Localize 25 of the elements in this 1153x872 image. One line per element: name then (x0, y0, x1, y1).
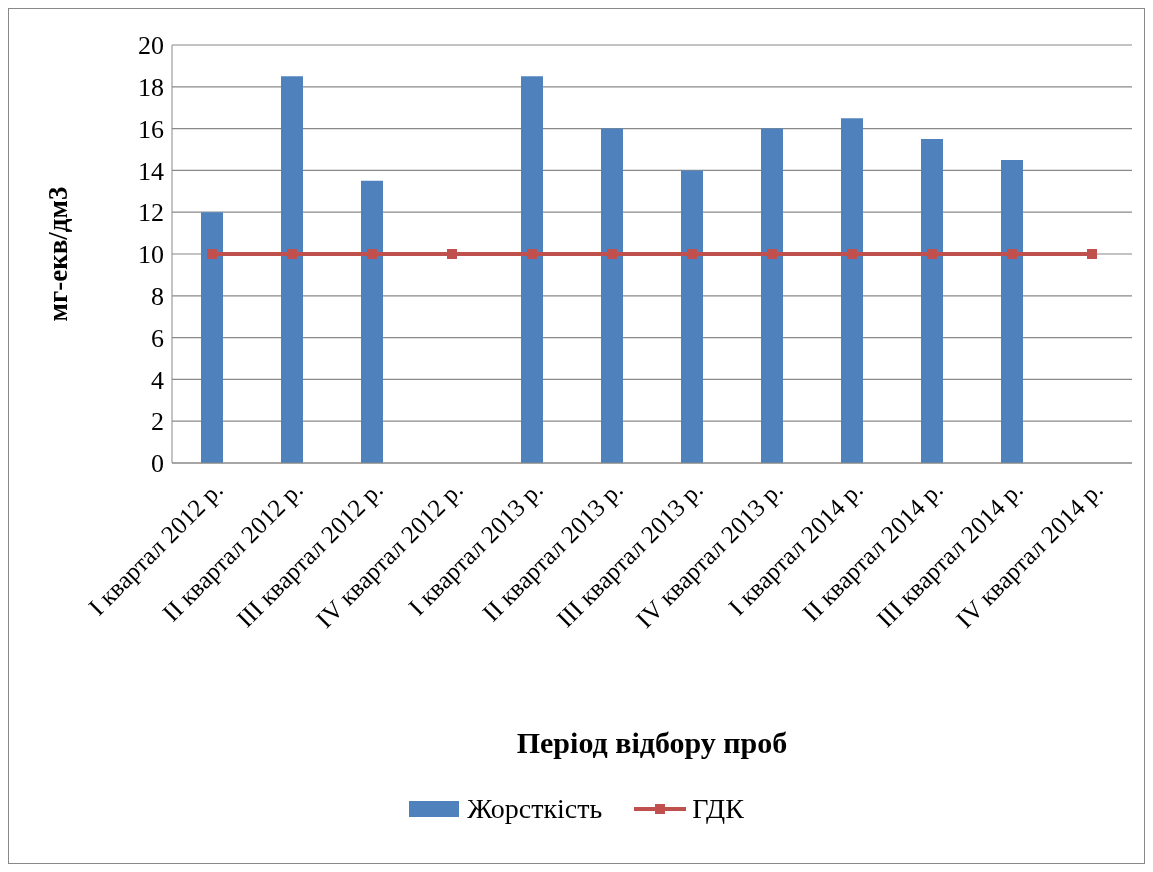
y-tick-label: 16 (138, 114, 164, 144)
bar (361, 180, 383, 463)
y-tick-label: 8 (151, 282, 164, 312)
legend-label: ГДК (692, 793, 744, 825)
y-tick-label: 20 (138, 31, 164, 61)
bar (681, 170, 703, 463)
y-axis-title: мг-екв/дм3 (42, 186, 73, 322)
bar (281, 76, 303, 463)
x-axis-title: Період відбору проб (516, 726, 788, 759)
y-tick-label: 10 (138, 240, 164, 270)
y-tick-label: 12 (138, 198, 164, 228)
y-tick-label: 0 (151, 449, 164, 479)
bar (841, 118, 863, 463)
bar (921, 139, 943, 463)
bar (201, 212, 223, 463)
bar (1001, 159, 1023, 463)
bar (601, 128, 623, 463)
y-tick-label: 4 (151, 365, 164, 395)
bar (521, 76, 543, 463)
legend-label: Жорсткість (467, 793, 603, 825)
bar (761, 128, 783, 463)
y-tick-label: 18 (138, 73, 164, 103)
y-tick-label: 14 (138, 156, 164, 186)
y-tick-label: 2 (151, 407, 164, 437)
y-tick-label: 6 (151, 323, 164, 353)
